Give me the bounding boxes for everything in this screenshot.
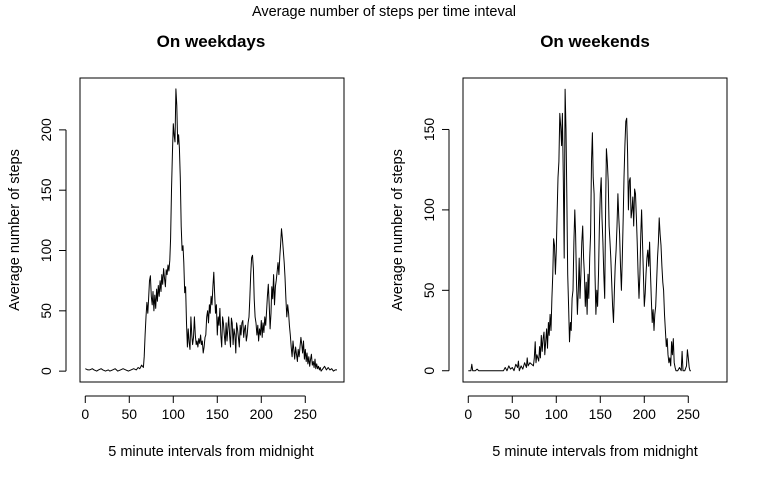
weekdays-y-axis-label: Average number of steps: [7, 149, 23, 311]
weekdays-y-tick-label: 0: [38, 367, 54, 375]
weekends-x-tick-label: 50: [504, 406, 520, 422]
weekends-x-tick-label: 250: [677, 406, 701, 422]
weekdays-series-line-0: [85, 88, 337, 372]
weekdays-x-axis: 0 50 100 150 200 250: [81, 395, 318, 422]
weekdays-y-tick-label: 200: [38, 118, 54, 142]
weekdays-x-tick-label: 50: [121, 406, 137, 422]
weekends-plot-frame: [462, 77, 728, 383]
weekends-x-axis-label: 5 minute intervals from midnight: [492, 444, 698, 460]
weekdays-x-axis-label: 5 minute intervals from midnight: [108, 444, 314, 460]
weekdays-x-tick-label: 250: [294, 406, 318, 422]
figure-title: Average number of steps per time inteval: [252, 4, 516, 20]
weekends-y-tick-label: 50: [421, 282, 437, 298]
weekdays-panel: On weekdays 0 50 100 150 200 250 0 50 100 150 200…: [7, 32, 345, 460]
weekdays-plot-frame: [79, 77, 345, 383]
weekends-x-tick-label: 0: [464, 406, 472, 422]
weekends-series-line-0: [468, 88, 691, 372]
weekends-y-tick-label: 0: [421, 367, 437, 375]
weekends-x-axis: 0 50 100 150 200 250: [464, 395, 701, 422]
weekdays-y-tick-label: 150: [38, 178, 54, 202]
weekdays-title: On weekdays: [157, 32, 266, 51]
weekends-x-tick-label: 200: [633, 406, 657, 422]
weekdays-x-tick-label: 0: [81, 406, 89, 422]
weekends-data-layer: [468, 88, 691, 372]
weekdays-y-tick-label: 50: [38, 303, 54, 319]
weekends-panel: On weekends 0 50 100 150 200 250 0 50 100 150 5 …: [390, 32, 728, 460]
weekdays-x-tick-label: 100: [162, 406, 186, 422]
weekdays-y-tick-label: 100: [38, 239, 54, 263]
weekdays-y-axis: 0 50 100 150 200: [38, 118, 67, 375]
weekends-x-tick-label: 150: [589, 406, 613, 422]
weekends-y-tick-label: 100: [421, 198, 437, 222]
weekends-title: On weekends: [540, 32, 650, 51]
weekends-y-axis-label: Average number of steps: [390, 149, 406, 311]
weekends-x-tick-label: 100: [545, 406, 569, 422]
weekdays-x-tick-label: 200: [250, 406, 274, 422]
weekends-y-axis: 0 50 100 150: [421, 118, 450, 375]
weekends-y-tick-label: 150: [421, 118, 437, 142]
weekdays-x-tick-label: 150: [206, 406, 230, 422]
weekdays-data-layer: [85, 88, 337, 372]
